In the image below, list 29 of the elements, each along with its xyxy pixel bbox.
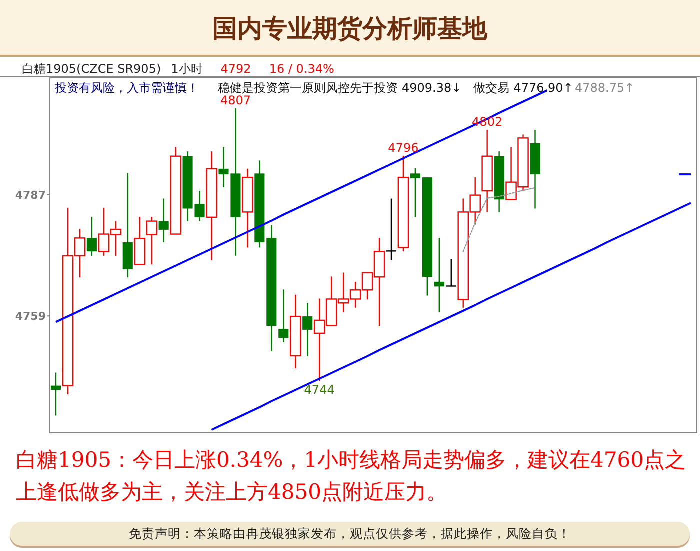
annotation: 4909.38↓ xyxy=(402,81,462,95)
candlestick xyxy=(278,289,289,344)
annotation: 4744 xyxy=(304,383,335,398)
candlestick xyxy=(146,216,158,266)
annotation: 4796 xyxy=(388,140,419,155)
annotation: 投资有风险，入市需谨慎！ xyxy=(54,81,199,95)
candlestick xyxy=(446,258,458,287)
candlestick xyxy=(158,198,169,244)
candlestick xyxy=(386,198,398,261)
annotation: 4807 xyxy=(220,93,251,108)
line-series xyxy=(210,202,692,431)
annotation: 4776.90↑ xyxy=(514,81,574,95)
annotation: 稳健是投资第一原则风控先于投资 xyxy=(218,81,398,95)
chart-title: 国内专业期货分析师基地 xyxy=(212,14,488,43)
text: 4792 xyxy=(220,62,252,76)
y-tick-label: 4787 xyxy=(15,188,46,202)
text: 1小时 xyxy=(171,62,203,76)
y-tick-label: 4759 xyxy=(15,310,46,324)
text: 白糖1905：今日上涨0.34%，1小时线格局走势偏多，建议在4760点之上逢低做多为主，关注上方4850点附近压力。 xyxy=(16,447,687,506)
chart-subtitle: 白糖1905(CZCE SR905) xyxy=(22,62,162,76)
candlestick xyxy=(410,168,420,218)
text: 16 / 0.34% xyxy=(269,62,334,76)
annotation: 4788.75↑ xyxy=(575,81,635,95)
candlestick xyxy=(86,216,97,257)
annotation: 做交易 xyxy=(474,81,510,95)
candlestick xyxy=(302,302,313,357)
candlestick xyxy=(434,238,444,313)
text: 免责声明：本策略由冉茂银独家发布，观点仅供参考，据此操作，风险自负！ xyxy=(10,522,690,546)
candlestick xyxy=(50,372,62,416)
